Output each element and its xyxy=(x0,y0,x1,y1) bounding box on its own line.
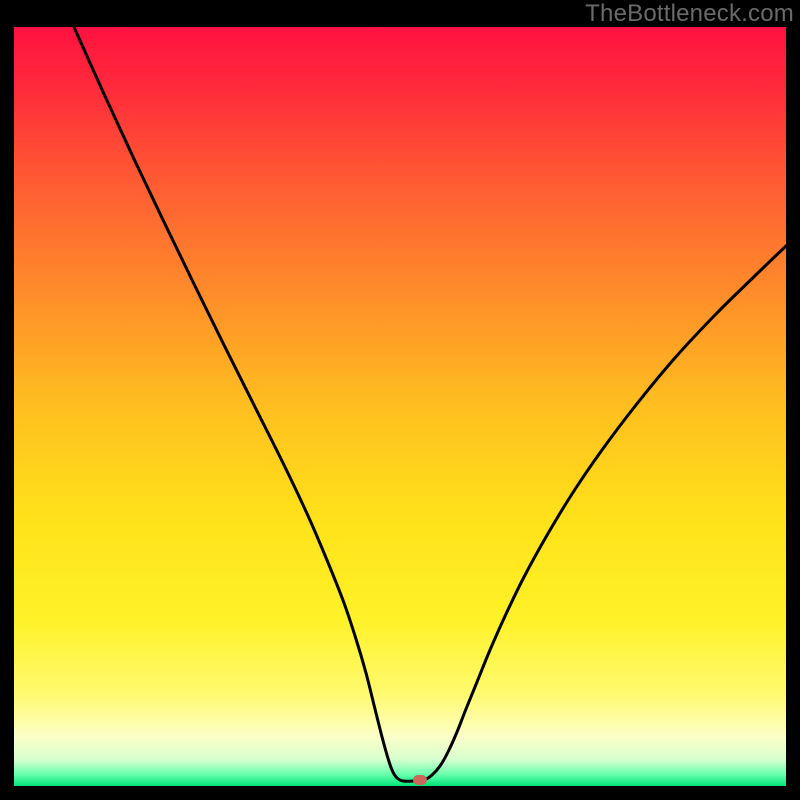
bottleneck-chart xyxy=(0,0,800,800)
optimum-marker xyxy=(413,775,427,785)
plot-area xyxy=(14,27,786,786)
